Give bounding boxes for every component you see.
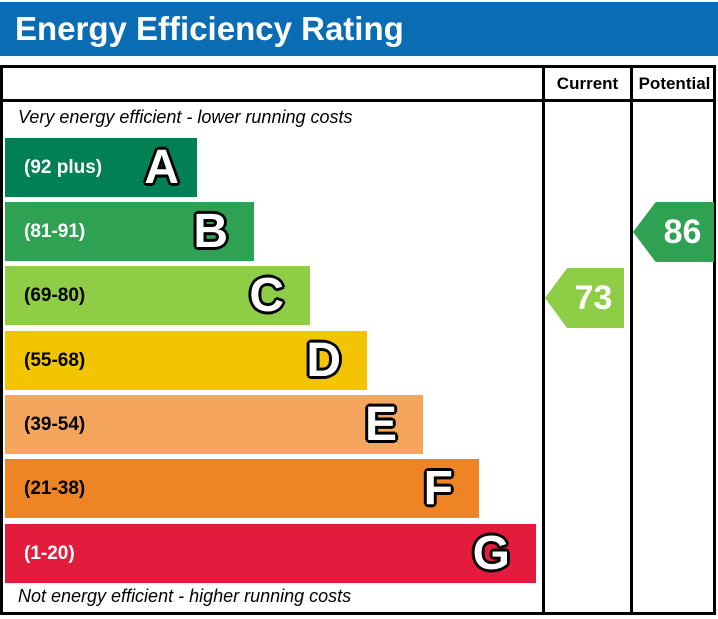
band-c-letter: C bbox=[249, 268, 284, 322]
band-e-range: (39-54) bbox=[24, 413, 86, 435]
page-title: Energy Efficiency Rating bbox=[15, 10, 404, 47]
band-c-range: (69-80) bbox=[24, 284, 86, 306]
band-c: (69-80) C bbox=[5, 266, 310, 325]
band-a: (92 plus) A bbox=[5, 138, 197, 197]
band-e: (39-54) E bbox=[5, 395, 423, 454]
band-e-letter: E bbox=[364, 397, 397, 451]
band-d-letter: D bbox=[306, 333, 341, 387]
current-column-divider bbox=[542, 65, 545, 615]
potential-rating-value: 86 bbox=[663, 212, 702, 251]
top-note: Very energy efficient - lower running co… bbox=[18, 107, 353, 127]
potential-column-header: Potential bbox=[638, 73, 711, 93]
band-f-range: (21-38) bbox=[24, 477, 86, 499]
band-b-letter: B bbox=[193, 204, 228, 258]
current-rating-value: 73 bbox=[574, 278, 613, 317]
band-f: (21-38) F bbox=[5, 459, 479, 518]
band-a-range: (92 plus) bbox=[24, 156, 103, 178]
band-f-letter: F bbox=[423, 461, 453, 515]
band-d: (55-68) D bbox=[5, 331, 367, 390]
band-g: (1-20) G bbox=[5, 524, 536, 583]
band-g-range: (1-20) bbox=[24, 542, 75, 564]
band-g-letter: G bbox=[472, 526, 510, 580]
band-a-letter: A bbox=[144, 140, 179, 194]
band-d-range: (55-68) bbox=[24, 349, 86, 371]
band-b-range: (81-91) bbox=[24, 220, 86, 242]
potential-column-divider bbox=[630, 65, 633, 615]
title-bar: Energy Efficiency Rating bbox=[0, 2, 718, 56]
bottom-note: Not energy efficient - higher running co… bbox=[18, 586, 352, 606]
band-b: (81-91) B bbox=[5, 202, 254, 261]
header-row-divider bbox=[0, 99, 716, 102]
current-column-header: Current bbox=[556, 73, 619, 93]
